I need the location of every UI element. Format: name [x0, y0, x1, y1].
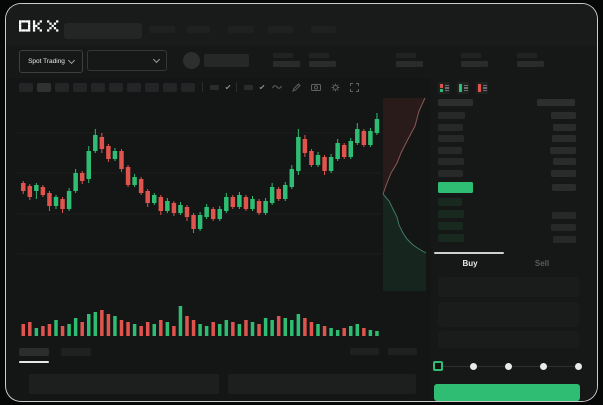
nav-item-3[interactable]: [228, 26, 254, 33]
toolbar-divider: [235, 82, 237, 92]
market-type-dropdown[interactable]: Spot Trading: [19, 50, 83, 73]
pair-selector-dropdown[interactable]: [87, 50, 167, 71]
buy-submit-button[interactable]: [434, 384, 580, 401]
bottom-action-1[interactable]: [350, 348, 379, 355]
slider-step-100[interactable]: [575, 363, 582, 370]
order-book-panel: [431, 78, 597, 401]
bottom-action-2[interactable]: [388, 348, 417, 355]
app-window: Spot Trading: [5, 3, 598, 402]
tab-buy[interactable]: Buy: [434, 255, 506, 271]
orderbook-view-asks-icon[interactable]: [476, 82, 488, 94]
timeframe-button-5[interactable]: [91, 82, 105, 92]
timeframe-button-1[interactable]: [19, 82, 33, 92]
chart-toolbar: [19, 81, 359, 93]
market-type-label: Spot Trading: [28, 58, 65, 65]
camera-icon[interactable]: [311, 83, 321, 91]
timeframe-button-3[interactable]: [55, 82, 69, 92]
indicator-button[interactable]: [243, 84, 253, 90]
orders-panel-right: [228, 374, 416, 394]
draw-tool-icon[interactable]: [292, 82, 301, 92]
ticker-stat-5: [517, 53, 547, 67]
okx-logo: [19, 20, 59, 32]
chevron-down-icon[interactable]: [225, 83, 231, 89]
nav-item-1[interactable]: [149, 26, 175, 33]
sell-tab-label: Sell: [534, 258, 550, 268]
coin-avatar: [183, 52, 200, 69]
timeframe-button-9[interactable]: [163, 82, 177, 92]
ticker-stat-2: [309, 53, 339, 67]
fullscreen-icon[interactable]: [350, 82, 359, 92]
bottom-tab-underline: [19, 361, 49, 363]
bottom-tab-active[interactable]: [19, 348, 49, 356]
nav-item-5[interactable]: [311, 26, 336, 33]
timeframe-button-2[interactable]: [37, 82, 51, 92]
timeframe-button-7[interactable]: [127, 82, 141, 92]
buy-tab-label: Buy: [462, 258, 478, 268]
slider-step-50[interactable]: [505, 363, 512, 370]
top-nav-bar: [6, 4, 597, 46]
bottom-tab-2[interactable]: [61, 348, 91, 356]
line-tool-icon[interactable]: [272, 83, 282, 91]
timeframe-button-6[interactable]: [109, 82, 123, 92]
total-input[interactable]: [438, 331, 579, 348]
ticker-stat-3: [396, 53, 426, 67]
slider-step-25[interactable]: [470, 363, 477, 370]
toolbar-divider: [202, 82, 203, 92]
slider-step-75[interactable]: [540, 363, 547, 370]
chevron-down-icon: [152, 55, 161, 64]
nav-item-4[interactable]: [268, 26, 293, 33]
price-input[interactable]: [438, 277, 579, 297]
ticker-bar: [6, 46, 597, 78]
last-price-highlight[interactable]: [438, 182, 473, 193]
pair-name-placeholder: [204, 54, 249, 67]
settings-gear-icon[interactable]: [331, 83, 340, 92]
search-input[interactable]: [64, 23, 142, 39]
chevron-down-icon[interactable]: [258, 83, 264, 89]
amount-input[interactable]: [438, 302, 579, 327]
active-tab-indicator: [434, 252, 504, 254]
timeframe-button-4[interactable]: [73, 82, 87, 92]
ticker-stat-1: [273, 53, 303, 67]
ticker-stat-4: [461, 53, 491, 67]
orderbook-view-bids-icon[interactable]: [457, 82, 469, 94]
chevron-down-icon: [67, 56, 75, 65]
timeframe-button-8[interactable]: [145, 82, 159, 92]
chart-type-button[interactable]: [210, 84, 219, 90]
tab-sell[interactable]: Sell: [506, 255, 578, 271]
orderbook-view-both-icon[interactable]: [438, 82, 450, 94]
orders-panel-left: [29, 374, 219, 394]
nav-item-2[interactable]: [187, 26, 210, 33]
timeframe-button-10[interactable]: [181, 82, 195, 92]
amount-slider-handle[interactable]: [433, 361, 443, 371]
